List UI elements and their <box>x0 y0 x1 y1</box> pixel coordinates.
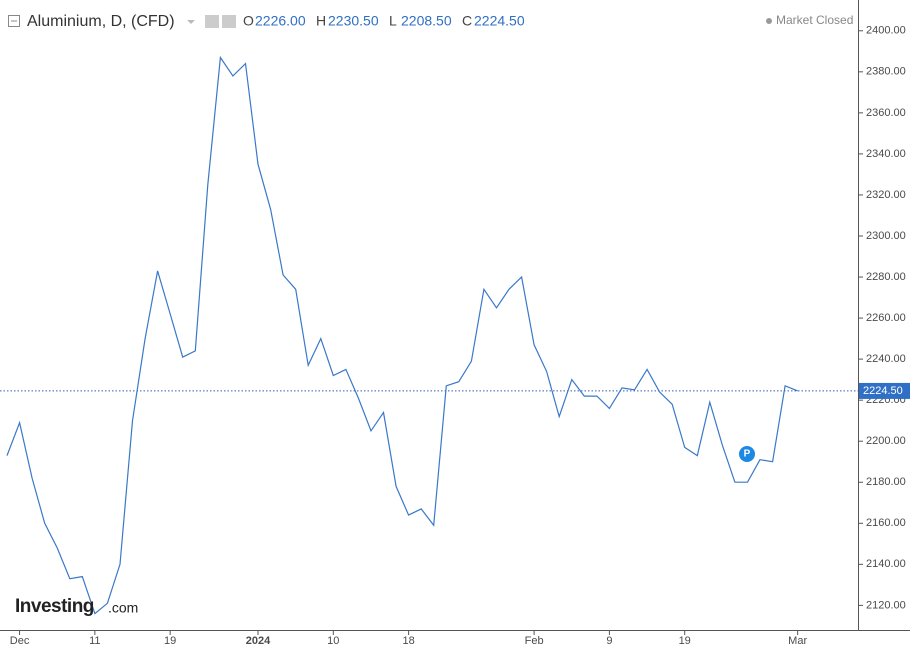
last-price-label: 2224.50 <box>863 385 903 397</box>
y-tick-label: 2140.00 <box>866 558 906 570</box>
x-tick-label: 11 <box>89 635 100 647</box>
ohlc-key: C <box>462 13 472 29</box>
x-tick-label: 18 <box>402 635 414 647</box>
dropdown-icon[interactable] <box>187 20 195 24</box>
market-status: Market Closed <box>776 13 853 27</box>
eye-icon[interactable] <box>205 15 219 28</box>
collapse-icon[interactable] <box>8 15 20 27</box>
y-tick-label: 2260.00 <box>866 312 906 324</box>
last-price-box <box>859 382 910 399</box>
x-tick-label: 19 <box>679 635 691 647</box>
x-tick-label: 9 <box>606 635 612 647</box>
y-tick-label: 2380.00 <box>866 66 906 78</box>
y-tick-label: 2180.00 <box>866 476 906 488</box>
ohlc-value: 2208.50 <box>401 13 452 29</box>
instrument-title: Aluminium, D, (CFD) <box>27 13 175 30</box>
x-tick-label: 19 <box>164 635 176 647</box>
ohlc-key: H <box>316 13 326 29</box>
x-tick-label: Mar <box>788 635 807 647</box>
status-dot <box>766 18 772 24</box>
y-tick-label: 2240.00 <box>866 353 906 365</box>
x-tick-label: 2024 <box>246 635 271 647</box>
ohlc-key: O <box>243 13 254 29</box>
y-tick-label: 2400.00 <box>866 25 906 37</box>
y-tick-label: 2340.00 <box>866 148 906 160</box>
x-tick-label: Dec <box>10 635 30 647</box>
annotation-text: P <box>744 449 751 460</box>
ohlc-key: L <box>389 13 397 29</box>
price-line <box>6 55 798 615</box>
y-tick-label: 2160.00 <box>866 517 906 529</box>
annotation-marker[interactable] <box>739 446 755 462</box>
y-tick-label: 2280.00 <box>866 271 906 283</box>
y-tick-label: 2320.00 <box>866 189 906 201</box>
ohlc-value: 2226.00 <box>255 13 306 29</box>
y-tick-label: 2360.00 <box>866 107 906 119</box>
ohlc-value: 2224.50 <box>474 13 525 29</box>
y-tick-label: 2120.00 <box>866 599 906 611</box>
brand-logo: Investing <box>15 596 94 617</box>
ohlc-value: 2230.50 <box>328 13 379 29</box>
y-tick-label: 2200.00 <box>866 435 906 447</box>
settings-icon[interactable] <box>222 15 236 28</box>
x-tick-label: 10 <box>327 635 339 647</box>
x-tick-label: Feb <box>525 635 544 647</box>
ohlc-legend: O 2226.00 H 2230.50 L 2208.50 C 2224.50 <box>243 13 525 29</box>
brand-suffix: .com <box>108 600 138 616</box>
y-tick-label: 2300.00 <box>866 230 906 242</box>
